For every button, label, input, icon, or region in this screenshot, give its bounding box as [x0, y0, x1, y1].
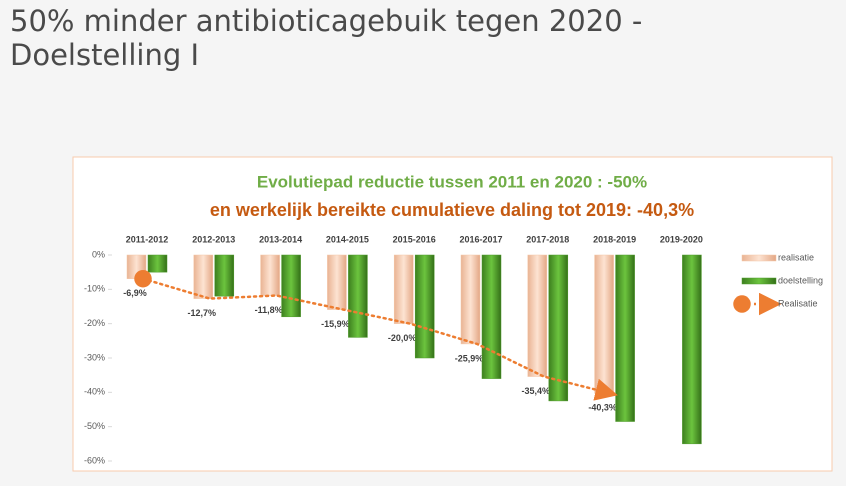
- x-tick-label: 2011-2012: [126, 234, 169, 244]
- x-tick-label: 2014-2015: [326, 234, 369, 244]
- bar: [393, 254, 414, 324]
- chart-subtitle: en werkelijk bereikte cumulatieve daling…: [210, 200, 694, 220]
- data-label: -40,3%: [588, 403, 617, 413]
- legend-swatch: [741, 277, 777, 285]
- legend-swatch: [741, 254, 777, 262]
- chart-title: Evolutiepad reductie tussen 2011 en 2020…: [257, 172, 647, 191]
- legend-label: realisatie: [778, 252, 814, 262]
- y-tick-label: -50%: [84, 421, 105, 431]
- y-tick-label: 0%: [92, 249, 105, 259]
- bar: [214, 254, 235, 297]
- bar: [193, 254, 214, 299]
- data-label: -25,9%: [455, 353, 484, 363]
- bar: [615, 254, 635, 422]
- x-tick-label: 2015-2016: [393, 234, 436, 244]
- legend-label: Realisatie: [778, 298, 818, 308]
- bar: [327, 254, 347, 310]
- bar: [281, 254, 301, 318]
- x-tick-label: 2012-2013: [192, 234, 235, 244]
- data-label: -15,9%: [321, 319, 350, 329]
- data-label: -12,7%: [188, 308, 217, 318]
- x-tick-label: 2018-2019: [593, 234, 636, 244]
- bar: [414, 254, 435, 359]
- y-tick-label: -40%: [84, 387, 105, 397]
- y-tick-label: -20%: [84, 318, 105, 328]
- legend-label: doelstelling: [778, 275, 823, 285]
- data-label: -11,8%: [255, 305, 283, 315]
- page-heading: 50% minder antibioticagebuik tegen 2020 …: [10, 4, 643, 72]
- x-tick-label: 2019-2020: [660, 234, 703, 244]
- data-label: -20,0%: [388, 333, 417, 343]
- data-label: -6,9%: [123, 288, 147, 298]
- x-tick-label: 2017-2018: [526, 234, 569, 244]
- y-tick-label: -30%: [84, 352, 105, 362]
- bar: [260, 254, 280, 296]
- bar: [481, 254, 502, 379]
- bar: [527, 254, 548, 377]
- bar: [126, 254, 147, 279]
- bar: [460, 254, 481, 345]
- bar: [348, 254, 368, 338]
- x-tick-label: 2016-2017: [459, 234, 502, 244]
- x-tick-label: 2013-2014: [259, 234, 302, 244]
- bar: [147, 254, 168, 273]
- y-tick-label: -60%: [84, 455, 105, 465]
- y-tick-label: -10%: [84, 284, 105, 294]
- line-series: [134, 269, 618, 401]
- data-label: -35,4%: [522, 386, 551, 396]
- bar: [594, 254, 614, 394]
- bar: [682, 254, 702, 445]
